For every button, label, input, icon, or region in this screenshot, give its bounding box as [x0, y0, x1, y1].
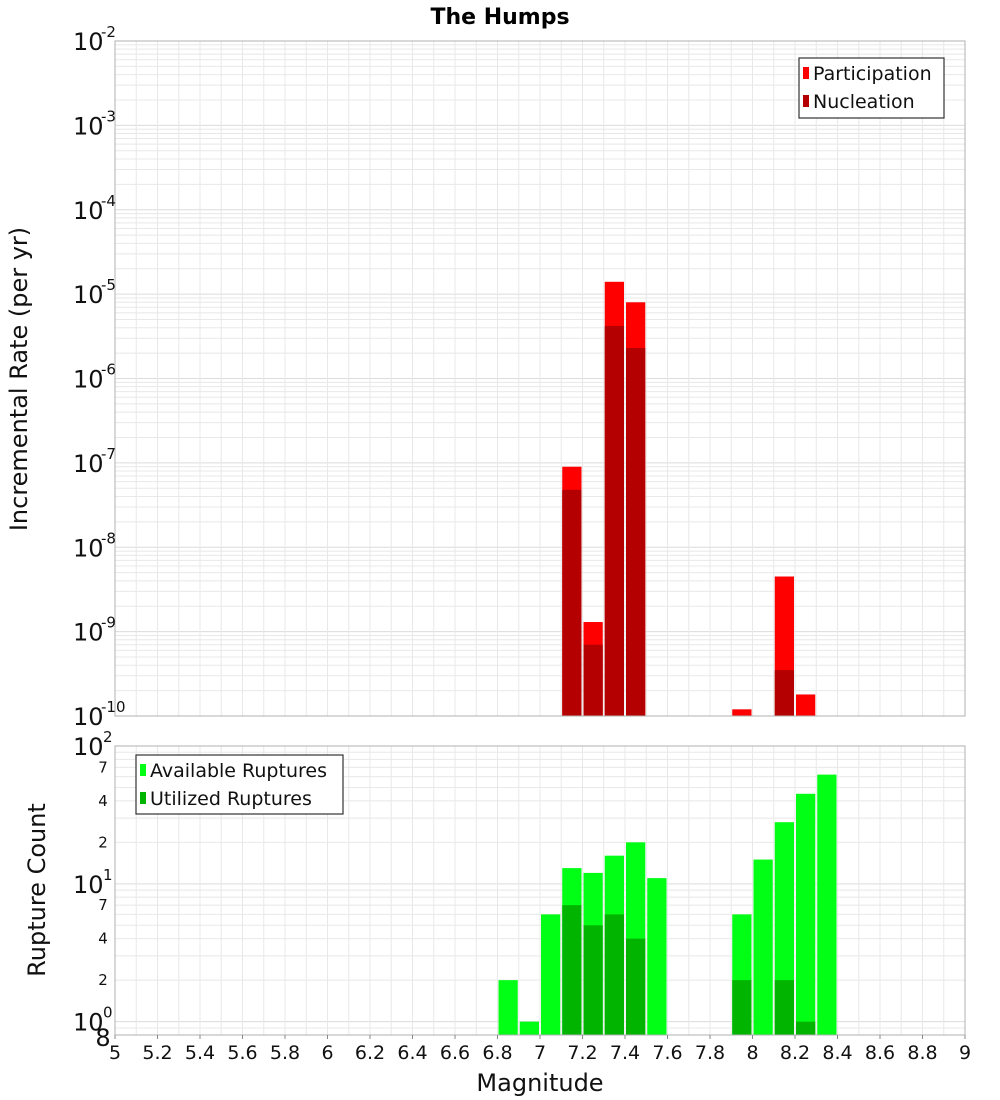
available-legend-swatch	[140, 764, 146, 776]
count-y-minor-label: 7	[98, 896, 108, 914]
count-y-minor-label: 4	[98, 792, 108, 810]
x-tick-label: 8.4	[822, 1042, 852, 1064]
count-y-minor-label: 2	[98, 971, 108, 989]
utilized-legend-swatch	[140, 792, 146, 804]
x-tick-label: 8.8	[907, 1042, 937, 1064]
utilized-ruptures-bar	[774, 980, 794, 1035]
rate-panel: 10-210-310-410-510-610-710-810-910-10 In…	[5, 23, 966, 731]
x-tick-label: 6.8	[482, 1042, 512, 1064]
utilized-ruptures-bar	[604, 914, 624, 1035]
nucleation-bar	[604, 325, 624, 716]
rate-y-tick-label: 10	[73, 534, 104, 562]
rate-y-tick-label: 10	[73, 281, 104, 309]
x-tick-label: 6.4	[397, 1042, 427, 1064]
rate-y-tick-label: 10	[73, 619, 104, 647]
available-ruptures-bar	[498, 980, 518, 1035]
x-tick-label: 5.8	[270, 1042, 300, 1064]
x-axis-label: Magnitude	[476, 1069, 603, 1097]
x-tick-label: 5.4	[185, 1042, 215, 1064]
x-tick-label: 6	[321, 1042, 333, 1064]
x-tick-label: 8	[746, 1042, 758, 1064]
count-y-tick-exponent: 0	[103, 1004, 113, 1022]
available-ruptures-bar	[753, 859, 773, 1035]
x-tick-label: 6.2	[355, 1042, 385, 1064]
rate-y-tick-label: 10	[73, 703, 104, 731]
participation-bar	[732, 709, 752, 716]
rate-y-tick-exponent: -10	[101, 698, 126, 716]
nucleation-legend-label: Nucleation	[813, 91, 915, 113]
count-y-tick-label: 10	[73, 871, 104, 899]
count-y-minor-label: 4	[98, 930, 108, 948]
x-tick-label: 8.6	[865, 1042, 895, 1064]
count-y-minor-label: 7	[98, 758, 108, 776]
rate-y-tick-exponent: -9	[101, 614, 116, 632]
rate-plot-border	[114, 40, 966, 717]
x-tick-label: 7.6	[652, 1042, 682, 1064]
x-tick-label: 6.6	[440, 1042, 470, 1064]
x-tick-label: 9	[959, 1042, 971, 1064]
available-ruptures-bar	[519, 1021, 539, 1035]
rate-y-tick-exponent: -6	[101, 361, 116, 379]
count-legend-box	[135, 754, 344, 815]
available-ruptures-bar	[647, 878, 667, 1035]
available-ruptures-bar	[541, 914, 561, 1035]
participation-legend-swatch	[803, 67, 809, 79]
count-y-minor-label: 2	[98, 833, 108, 851]
rate-y-tick-label: 10	[73, 450, 104, 478]
x-tick-label: 7.2	[567, 1042, 597, 1064]
chart-title: The Humps	[430, 5, 569, 30]
count-bars	[498, 774, 837, 1035]
x-tick-label: 7	[534, 1042, 546, 1064]
x-tick-label: 5.6	[227, 1042, 257, 1064]
x-tick-label: 5	[109, 1042, 121, 1064]
available-ruptures-bar	[796, 793, 816, 1035]
available-ruptures-bar	[817, 774, 837, 1035]
rate-y-tick-label: 10	[73, 197, 104, 225]
rate-y-tick-exponent: -7	[101, 445, 116, 463]
rate-gridlines	[114, 40, 966, 717]
rate-y-ticks: 10-210-310-410-510-610-710-810-910-10	[73, 23, 126, 731]
count-y-minor-label: 8	[95, 1024, 110, 1052]
nucleation-legend-swatch	[803, 95, 809, 107]
count-y-axis-label: Rupture Count	[23, 803, 51, 977]
count-y-tick-exponent: 2	[103, 728, 113, 746]
rate-legend: Participation Nucleation	[798, 57, 945, 119]
count-y-tick-label: 10	[73, 733, 104, 761]
nucleation-bar	[626, 347, 646, 716]
rate-bars	[562, 281, 816, 716]
utilized-ruptures-bar	[626, 938, 646, 1035]
utilized-ruptures-bar	[732, 980, 752, 1035]
x-tick-label: 5.2	[142, 1042, 172, 1064]
nucleation-bar	[562, 489, 582, 716]
rate-y-axis-label: Incremental Rate (per yr)	[5, 227, 33, 531]
utilized-ruptures-bar	[796, 1021, 816, 1035]
rate-y-tick-exponent: -2	[101, 23, 116, 41]
nucleation-bar	[583, 644, 603, 716]
available-legend-label: Available Ruptures	[150, 760, 327, 782]
rate-y-tick-exponent: -4	[101, 192, 116, 210]
rate-y-tick-exponent: -5	[101, 276, 116, 294]
count-y-tick-exponent: 1	[103, 866, 113, 884]
participation-bar	[796, 694, 816, 716]
utilized-ruptures-bar	[562, 905, 582, 1035]
x-tick-label: 7.4	[610, 1042, 640, 1064]
x-tick-label: 8.2	[780, 1042, 810, 1064]
rate-legend-box	[798, 57, 945, 119]
rate-y-tick-label: 10	[73, 112, 104, 140]
x-tick-label: 7.8	[695, 1042, 725, 1064]
magnitude-x-ticks: 5 5.2 5.4 5.6 5.8 6 6.2 6.4 6.6 6.8 7 7.2 7.4 7.6 7.8 8…	[109, 1035, 971, 1064]
rate-y-tick-label: 10	[73, 366, 104, 394]
count-y-tick-label: 10	[73, 1009, 104, 1037]
count-legend: Available Ruptures Utilized Ruptures	[135, 754, 344, 815]
utilized-legend-label: Utilized Ruptures	[150, 788, 312, 810]
rate-y-tick-exponent: -3	[101, 107, 116, 125]
participation-legend-label: Participation	[813, 63, 932, 85]
rate-y-tick-label: 10	[73, 28, 104, 56]
utilized-ruptures-bar	[583, 925, 603, 1035]
rate-y-tick-exponent: -8	[101, 529, 116, 547]
nucleation-bar	[774, 670, 794, 716]
